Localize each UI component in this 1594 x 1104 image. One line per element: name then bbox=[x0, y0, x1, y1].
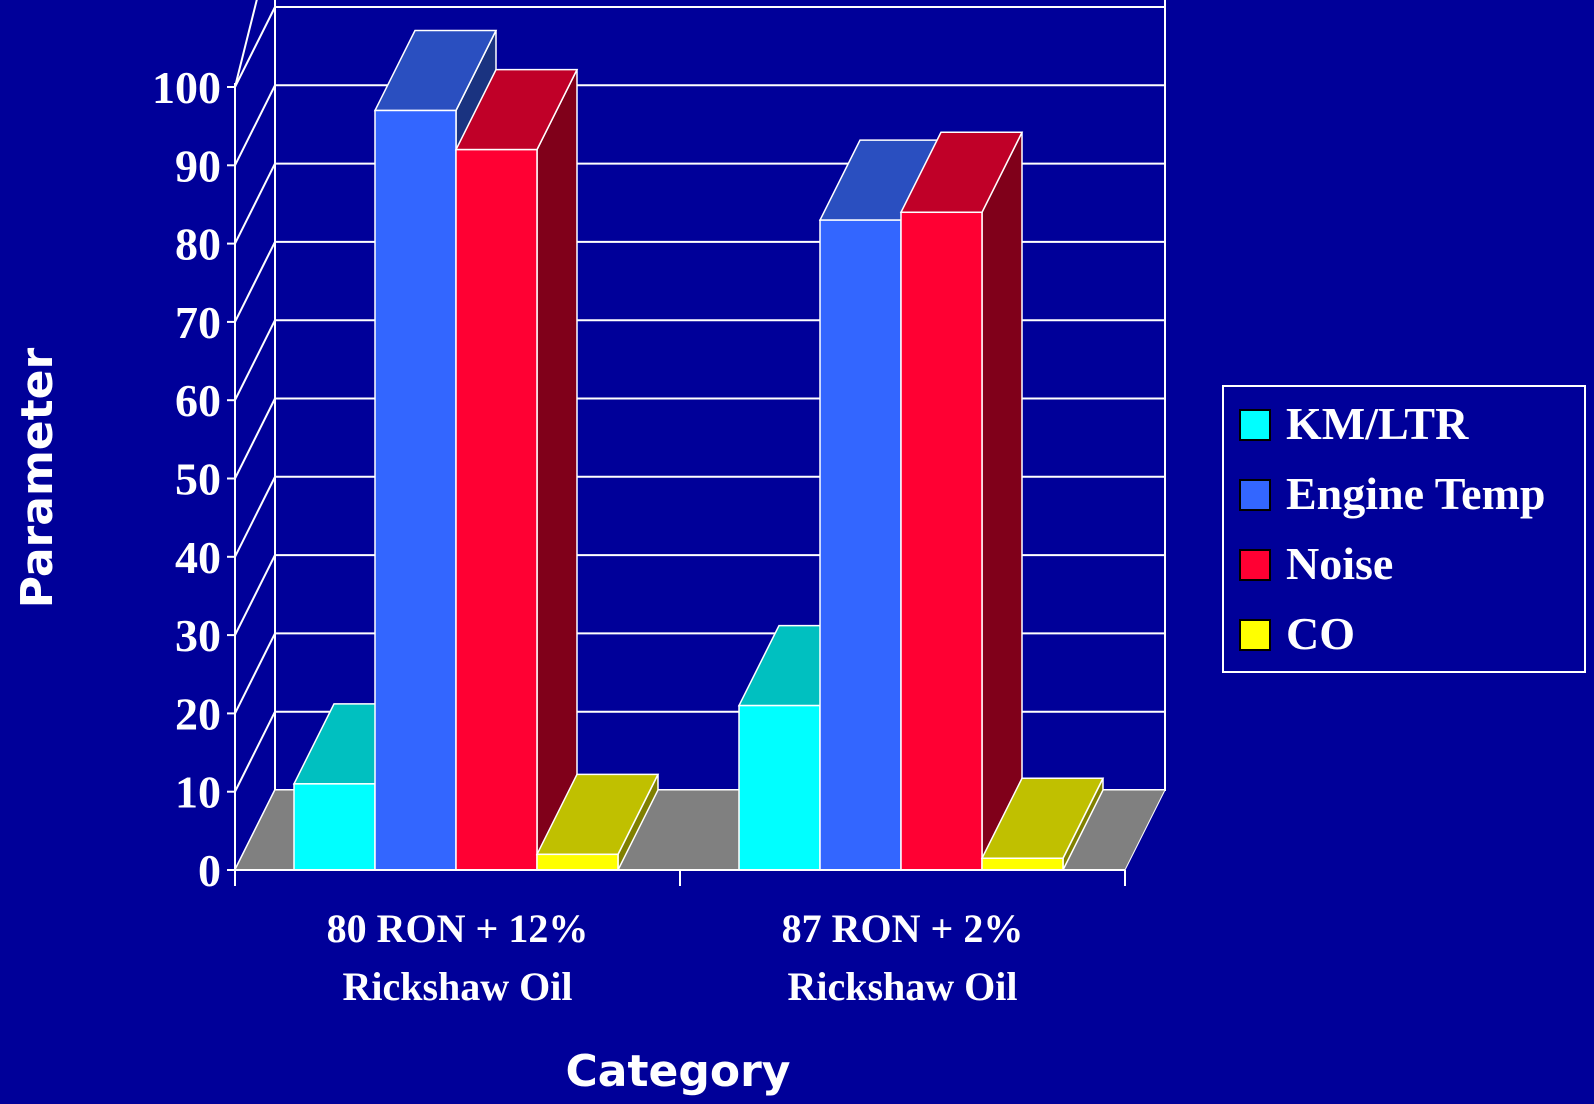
legend-label: Engine Temp bbox=[1286, 468, 1546, 519]
x-tick-label-line: 80 RON + 12% bbox=[327, 906, 589, 951]
gridline-side bbox=[234, 241, 276, 323]
gridline-side bbox=[234, 711, 276, 793]
legend-swatch bbox=[1239, 619, 1271, 651]
gridline-side bbox=[234, 476, 276, 558]
x-axis-title: Category bbox=[566, 1046, 791, 1097]
side-wall bbox=[234, 0, 276, 871]
bar-side bbox=[536, 69, 578, 871]
gridline-side bbox=[234, 163, 276, 245]
bar bbox=[819, 219, 902, 871]
bar bbox=[293, 783, 376, 871]
legend: KM/LTR Engine Temp Noise CO bbox=[1222, 385, 1586, 673]
gridline-side bbox=[234, 84, 276, 166]
y-tick-label: 20 bbox=[175, 688, 221, 739]
bar bbox=[374, 109, 457, 871]
bar bbox=[455, 148, 538, 871]
y-tick-label: 30 bbox=[175, 610, 221, 661]
bar bbox=[536, 853, 619, 871]
x-tick-label-line: 87 RON + 2% bbox=[782, 906, 1024, 951]
gridline-side bbox=[234, 632, 276, 714]
y-tick-label: 0 bbox=[198, 845, 221, 896]
bar-side bbox=[981, 131, 1023, 871]
legend-swatch bbox=[1239, 409, 1271, 441]
y-axis-title: Parameter bbox=[12, 347, 63, 608]
legend-label: Noise bbox=[1286, 538, 1393, 589]
y-tick-label: 40 bbox=[175, 532, 221, 583]
y-tick-label: 60 bbox=[175, 375, 221, 426]
bars bbox=[292, 29, 1105, 871]
y-axis-ticks: 0 10 20 30 40 50 60 70 80 90 100 bbox=[152, 62, 236, 896]
x-axis-ticks: 80 RON + 12% Rickshaw Oil 87 RON + 2% Ricks… bbox=[234, 869, 1126, 1009]
legend-swatch bbox=[1239, 479, 1271, 511]
x-tick-label: 80 RON + 12% Rickshaw Oil bbox=[327, 906, 589, 1009]
x-tick-label: 87 RON + 2% Rickshaw Oil bbox=[782, 906, 1024, 1009]
x-tick-label-line: Rickshaw Oil bbox=[787, 964, 1017, 1009]
gridline-side bbox=[234, 398, 276, 479]
y-tick-label: 10 bbox=[175, 767, 221, 818]
gridline-side bbox=[234, 554, 276, 636]
y-tick-label: 90 bbox=[175, 140, 221, 191]
y-tick-label: 80 bbox=[175, 219, 221, 270]
y-tick-label: 100 bbox=[152, 62, 221, 113]
legend-box bbox=[1222, 385, 1586, 673]
y-tick-label: 70 bbox=[175, 297, 221, 348]
x-tick-label-line: Rickshaw Oil bbox=[342, 964, 572, 1009]
bar bbox=[981, 857, 1064, 871]
legend-label: KM/LTR bbox=[1286, 398, 1469, 449]
legend-swatch bbox=[1239, 549, 1271, 581]
bar bbox=[738, 704, 821, 871]
gridline-side bbox=[234, 6, 276, 88]
y-tick-label: 50 bbox=[175, 454, 221, 505]
legend-label: CO bbox=[1286, 608, 1355, 659]
bar bbox=[900, 211, 983, 871]
gridline-side bbox=[234, 319, 276, 401]
